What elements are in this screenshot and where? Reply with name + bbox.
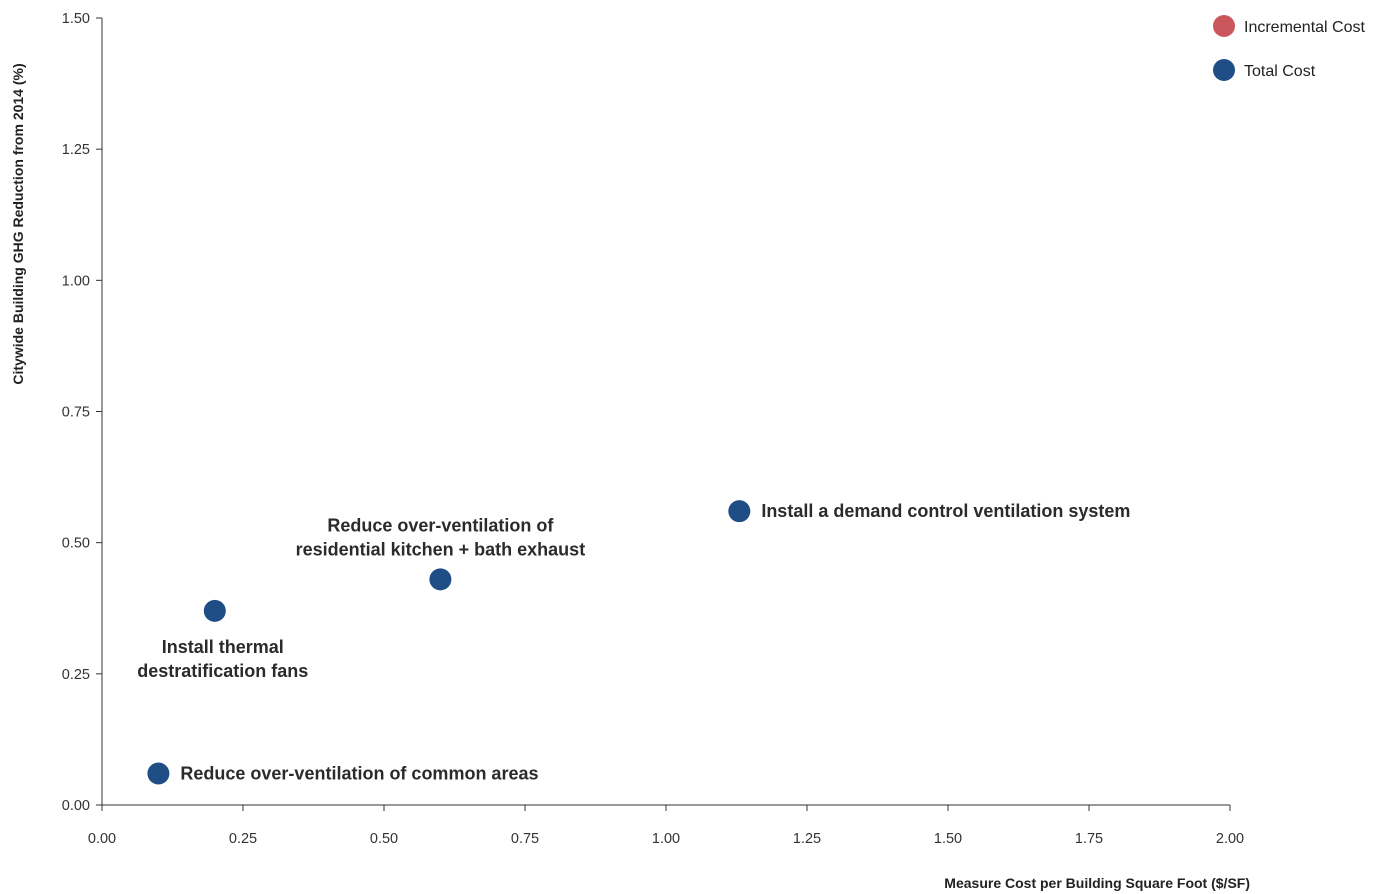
- data-point: [429, 568, 452, 591]
- x-axis: 0.00 0.25 0.50 0.75 1.00 1.25 1.50 1.75 2.00 Mea…: [88, 804, 1250, 891]
- point-label: Install a demand control ventilation sys…: [761, 501, 1130, 521]
- x-tick-label: 0.50: [370, 831, 398, 847]
- point-label: Reduce over-ventilation of: [327, 515, 554, 535]
- x-tick-label: 2.00: [1216, 831, 1244, 847]
- x-tick-label: 0.75: [511, 831, 539, 847]
- data-points: Reduce over-ventilation of common areas I…: [137, 500, 1130, 785]
- legend-marker: [1213, 59, 1235, 81]
- data-point: [203, 599, 226, 622]
- x-tick-label: 1.50: [934, 831, 962, 847]
- x-tick-label: 1.75: [1075, 831, 1103, 847]
- x-tick-label: 0.25: [229, 831, 257, 847]
- legend-marker: [1213, 15, 1235, 37]
- y-axis: 0.00 0.25 0.50 0.75 1.00 1.25 1.50 Citywide Bu…: [10, 11, 103, 814]
- y-tick-label: 1.25: [62, 142, 90, 158]
- data-point: [728, 500, 751, 523]
- legend-label: Incremental Cost: [1244, 19, 1365, 36]
- y-axis-title: Citywide Building GHG Reduction from 201…: [10, 63, 26, 384]
- point-label: Reduce over-ventilation of common areas: [180, 764, 538, 784]
- x-axis-title: Measure Cost per Building Square Foot ($…: [944, 875, 1250, 891]
- y-ticks: 0.00 0.25 0.50 0.75 1.00 1.25 1.50: [62, 11, 102, 814]
- y-tick-label: 0.25: [62, 667, 90, 683]
- y-tick-label: 1.50: [62, 11, 90, 27]
- x-tick-label: 1.25: [793, 831, 821, 847]
- legend: Incremental Cost Total Cost: [1213, 15, 1365, 81]
- y-tick-label: 0.00: [62, 798, 90, 814]
- legend-label: Total Cost: [1244, 63, 1316, 80]
- point-label: destratification fans: [137, 661, 308, 681]
- x-tick-label: 1.00: [652, 831, 680, 847]
- y-tick-label: 0.50: [62, 536, 90, 552]
- y-tick-label: 0.75: [62, 405, 90, 421]
- x-tick-label: 0.00: [88, 831, 116, 847]
- data-point: [147, 762, 170, 785]
- y-tick-label: 1.00: [62, 273, 90, 289]
- point-label: residential kitchen + bath exhaust: [296, 539, 586, 559]
- x-ticks: 0.00 0.25 0.50 0.75 1.00 1.25 1.50 1.75 2.00: [88, 805, 1244, 847]
- point-label: Install thermal: [162, 637, 284, 657]
